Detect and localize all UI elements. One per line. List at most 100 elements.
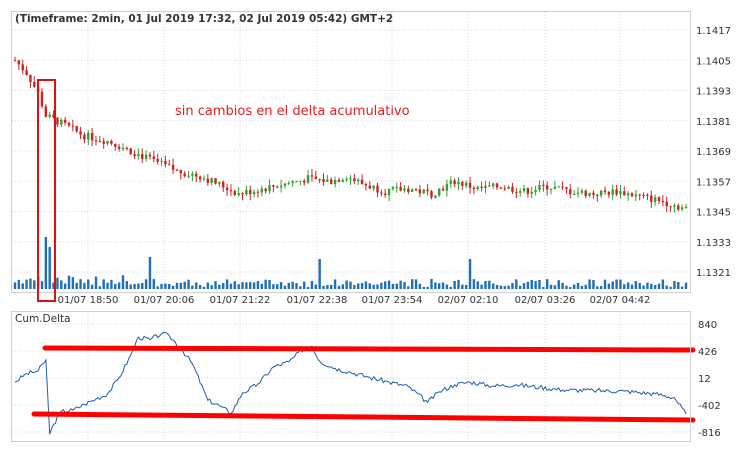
candle-body <box>249 189 252 195</box>
volume-bar <box>491 283 495 289</box>
volume-bar <box>437 283 441 289</box>
volume-bar <box>71 277 75 289</box>
volume-bar <box>557 280 560 289</box>
volume-bar <box>542 286 545 289</box>
volume-bar <box>276 284 279 289</box>
candle-body <box>584 190 587 196</box>
volume-bar <box>387 280 391 289</box>
volume-bar <box>360 283 364 289</box>
candle-body <box>542 184 545 186</box>
candle-body <box>642 194 645 196</box>
volume-bar <box>495 284 499 289</box>
candle-body <box>464 182 468 186</box>
candle-body <box>94 140 98 142</box>
volume-bar <box>291 281 294 289</box>
candle-body <box>603 190 607 192</box>
volume-bar <box>337 285 341 289</box>
delta-y-tick: -402 <box>698 401 721 412</box>
candle-body <box>403 188 406 191</box>
candle-body <box>341 180 344 182</box>
volume-bar <box>106 282 109 289</box>
volume-bar <box>171 285 175 289</box>
candle-body <box>457 181 460 185</box>
volume-bar <box>468 259 472 289</box>
price-y-tick: 1.1405 <box>696 56 731 67</box>
x-tick: 02/07 03:26 <box>515 295 576 306</box>
candle-body <box>237 193 240 196</box>
volume-bar <box>665 285 668 289</box>
candle-body <box>71 125 75 127</box>
volume-bar <box>260 283 264 289</box>
volume-bar <box>345 280 348 289</box>
volume-bar <box>206 282 210 289</box>
candle-body <box>63 119 67 123</box>
candle-body <box>491 183 495 187</box>
candle-body <box>407 188 410 192</box>
candle-body <box>225 187 229 191</box>
volume-bar <box>114 283 117 289</box>
candle-body <box>384 193 387 195</box>
candle-body <box>233 190 237 196</box>
price-y-axis: 1.1417 1.1405 1.1393 1.1381 1.1369 1.1357 1.13… <box>696 26 731 279</box>
candle-body <box>499 187 503 189</box>
candle-body <box>395 187 398 189</box>
candle-body <box>364 184 368 186</box>
volume-bar <box>318 259 321 289</box>
volume-bar <box>63 283 67 289</box>
candle-body <box>588 192 591 196</box>
volume-bar <box>646 282 649 289</box>
volume-bar <box>168 284 171 289</box>
volume-bar <box>137 283 140 289</box>
volume-bar <box>445 284 449 289</box>
volume-bar <box>98 286 102 289</box>
volume-bar <box>611 281 614 289</box>
volume-bar <box>534 280 537 289</box>
x-tick: 01/07 21:22 <box>210 295 271 306</box>
volume-bar <box>67 275 71 289</box>
volume-bar <box>225 279 229 289</box>
candle-body <box>310 175 314 177</box>
volume-bar <box>349 281 352 289</box>
candle-body <box>256 191 260 193</box>
candle-body <box>360 179 364 185</box>
candle-body <box>214 178 217 184</box>
volume-bar <box>299 286 302 289</box>
candle-body <box>673 205 676 207</box>
volume-bar <box>241 282 244 289</box>
candle-body <box>414 189 418 191</box>
volume-bar <box>79 279 82 289</box>
volume-bar <box>522 283 526 289</box>
candle-body <box>283 183 287 186</box>
volume-bar <box>245 282 248 289</box>
volume-bars <box>13 237 688 289</box>
candle-body <box>48 114 51 117</box>
delta-y-tick: -816 <box>698 428 721 439</box>
candle-body <box>607 191 611 195</box>
candle-body <box>210 178 213 183</box>
candle-body <box>106 140 109 144</box>
candle-body <box>553 186 557 189</box>
candle-body <box>306 175 310 183</box>
delta-y-tick: 840 <box>698 320 717 331</box>
volume-bar <box>499 285 503 289</box>
candle-body <box>121 148 125 150</box>
volume-bar <box>634 281 638 289</box>
candle-body <box>684 206 688 208</box>
candle-body <box>326 179 329 182</box>
volume-bar <box>210 285 213 289</box>
candle-body <box>229 190 233 192</box>
candle-body <box>144 154 148 159</box>
volume-bar <box>434 282 437 289</box>
volume-bar <box>569 286 572 289</box>
volume-bar <box>314 284 317 289</box>
candle-body <box>198 176 202 180</box>
volume-bar <box>287 282 290 289</box>
volume-bar <box>156 286 159 289</box>
candle-body <box>333 180 337 185</box>
volume-bar <box>553 285 557 289</box>
volume-bar <box>453 280 456 289</box>
volume-bar <box>684 282 688 289</box>
candle-body <box>79 131 82 135</box>
volume-bar <box>384 281 387 289</box>
